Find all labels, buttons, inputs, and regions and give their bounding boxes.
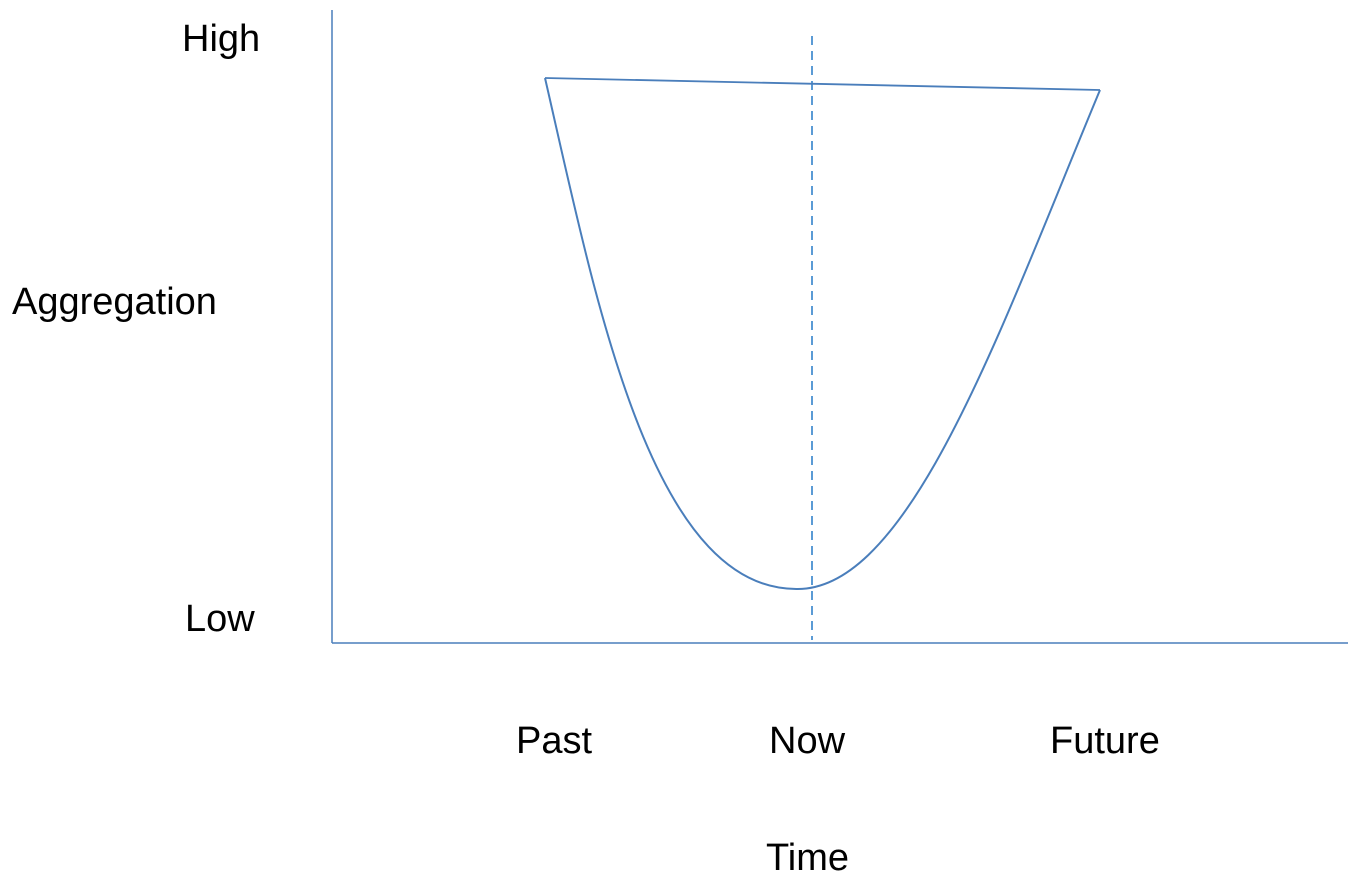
x-tick-past: Past	[516, 720, 592, 762]
aggregation-curve	[544, 77, 1101, 591]
y-axis-high-label: High	[182, 18, 260, 60]
x-tick-now: Now	[769, 720, 846, 762]
y-axis-low-label: Low	[185, 598, 255, 640]
x-axis-title: Time	[766, 837, 849, 874]
x-tick-future: Future	[1050, 720, 1160, 762]
top-connecting-line	[544, 77, 1101, 91]
y-axis-title: Aggregation	[12, 281, 217, 323]
